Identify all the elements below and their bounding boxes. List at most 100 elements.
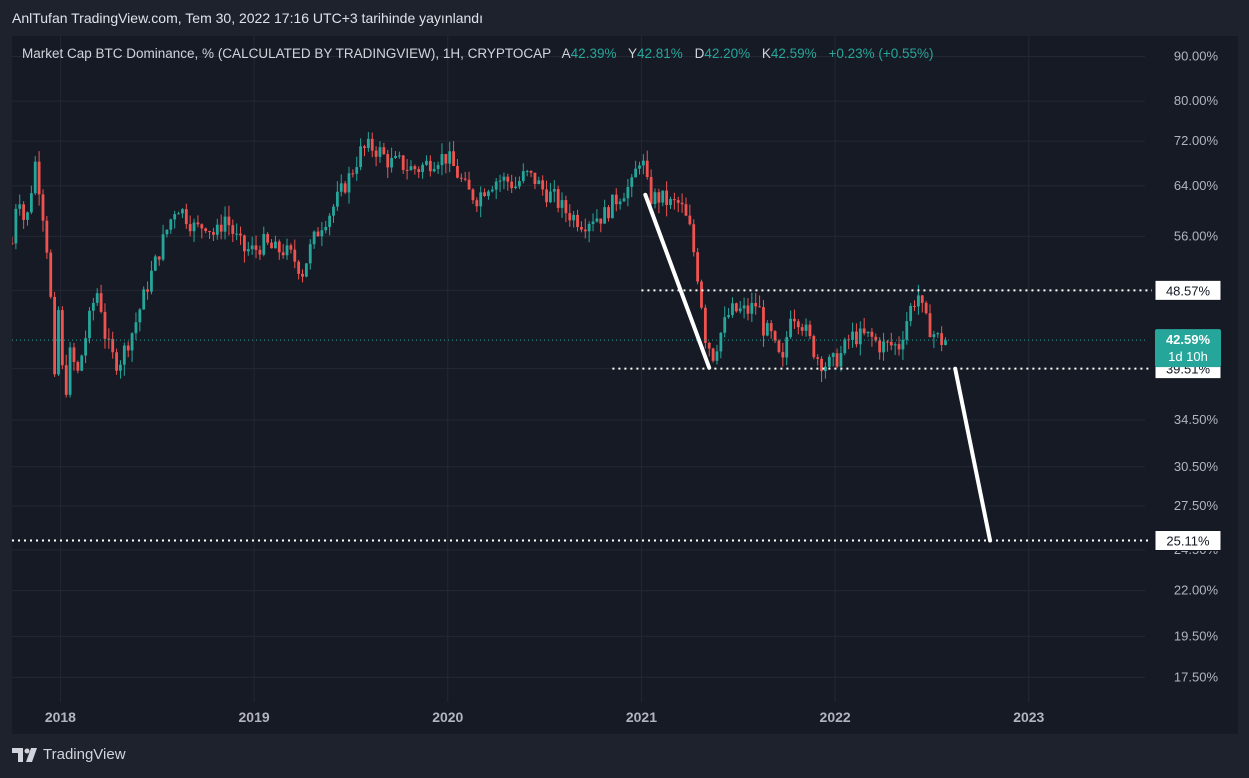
candle-body xyxy=(587,223,591,232)
candle-body xyxy=(700,281,703,308)
candle-body xyxy=(386,154,390,168)
candle-body xyxy=(72,347,76,363)
candle-body xyxy=(874,336,878,341)
candle-body xyxy=(901,339,905,350)
candle-body xyxy=(684,204,688,216)
candle-body xyxy=(29,193,33,213)
candle-body xyxy=(893,344,897,346)
bar-countdown-label: 1d 10h xyxy=(1168,349,1208,364)
candle-body xyxy=(502,176,506,181)
candle-body xyxy=(514,186,517,189)
candle-body xyxy=(33,161,37,194)
candle-body xyxy=(607,207,610,219)
candlestick-chart[interactable]: 90.00% 80.00% 72.00% 64.00% 56.00% 34.50% 30.5… xyxy=(12,36,1238,734)
candle-body xyxy=(169,219,173,230)
candle-body xyxy=(57,310,60,375)
candle-body xyxy=(661,190,665,203)
candle-body xyxy=(738,308,742,312)
candle-body xyxy=(463,178,467,180)
candle-body xyxy=(541,180,545,190)
y-tick-label: 90.00% xyxy=(1174,48,1219,63)
candle-body xyxy=(444,154,448,164)
candle-body xyxy=(347,173,351,193)
candle-body xyxy=(107,338,111,340)
candle-body xyxy=(920,295,924,303)
candle-body xyxy=(448,151,452,164)
candle-body xyxy=(843,339,847,354)
candle-body xyxy=(262,234,266,255)
candle-body xyxy=(568,213,572,221)
candle-body xyxy=(866,331,870,334)
candle-body xyxy=(316,231,320,237)
candle-body xyxy=(324,226,328,231)
candle-body xyxy=(320,230,324,237)
candle-body xyxy=(231,225,235,234)
y-tick-label: 22.00% xyxy=(1174,583,1219,598)
candle-body xyxy=(785,337,789,358)
candle-body xyxy=(432,168,436,172)
candle-body xyxy=(560,200,564,208)
candle-body xyxy=(425,160,428,165)
candle-body xyxy=(227,216,231,226)
candle-body xyxy=(889,341,893,346)
candle-body xyxy=(537,180,541,185)
candle-body xyxy=(886,341,889,343)
tradingview-logo[interactable]: TradingView xyxy=(12,746,126,763)
candle-body xyxy=(208,231,211,233)
level-price-label-box xyxy=(1154,529,1222,551)
x-tick-label: 2019 xyxy=(239,709,270,725)
candle-body xyxy=(22,204,26,220)
candle-body xyxy=(680,202,684,205)
candle-body xyxy=(634,168,638,178)
candle-body xyxy=(49,252,53,297)
candle-body xyxy=(363,146,366,149)
candle-body xyxy=(870,331,874,337)
candle-body xyxy=(366,138,370,149)
candle-body xyxy=(742,305,746,309)
candle-body xyxy=(173,214,177,220)
candle-body xyxy=(928,313,932,338)
candle-body xyxy=(591,221,595,224)
candle-body xyxy=(18,204,22,209)
candle-body xyxy=(676,200,680,203)
candle-body xyxy=(827,356,831,367)
candle-body xyxy=(212,232,215,235)
candle-body xyxy=(165,229,169,235)
candle-body xyxy=(421,164,424,173)
candle-body xyxy=(289,245,293,250)
candle-body xyxy=(273,241,277,249)
publish-info: AnlTufan TradingView.com, Tem 30, 2022 1… xyxy=(12,10,483,26)
candle-body xyxy=(409,166,413,171)
candle-body xyxy=(614,194,618,205)
candle-body xyxy=(940,333,944,345)
candle-body xyxy=(181,209,184,214)
candle-body xyxy=(487,191,490,197)
candle-body xyxy=(816,357,820,359)
candle-body xyxy=(150,270,153,292)
candle-body xyxy=(483,192,486,197)
candle-body xyxy=(12,243,14,245)
candle-body xyxy=(304,263,308,277)
y-tick-label: 34.50% xyxy=(1174,412,1219,427)
candle-body xyxy=(301,273,304,277)
candle-body xyxy=(138,309,142,323)
candle-body xyxy=(308,244,312,264)
candle-body xyxy=(68,347,72,395)
candle-body xyxy=(552,189,556,192)
candle-body xyxy=(711,348,715,361)
chart-area[interactable]: 90.00% 80.00% 72.00% 64.00% 56.00% 34.50% 30.5… xyxy=(12,36,1238,734)
candle-body xyxy=(270,242,273,249)
candle-body xyxy=(839,353,843,367)
candle-body xyxy=(793,318,796,322)
candle-body xyxy=(905,321,909,340)
candle-body xyxy=(401,155,405,170)
candle-body xyxy=(41,194,45,221)
candle-body xyxy=(413,166,417,170)
candle-body xyxy=(769,323,773,332)
candle-body xyxy=(84,338,87,356)
legend-low-value: 42.20% xyxy=(704,46,751,61)
candle-body xyxy=(804,324,808,331)
candle-body xyxy=(103,311,107,339)
candle-body xyxy=(653,192,657,205)
candle-body xyxy=(246,249,250,252)
